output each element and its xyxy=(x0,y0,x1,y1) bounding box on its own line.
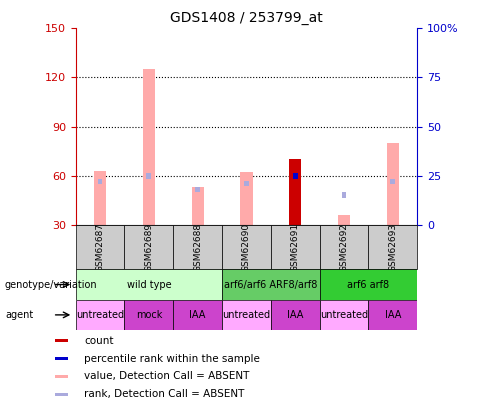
Title: GDS1408 / 253799_at: GDS1408 / 253799_at xyxy=(170,11,323,25)
Text: IAA: IAA xyxy=(287,310,304,320)
Bar xyxy=(76,225,124,269)
Bar xyxy=(76,269,222,300)
Bar xyxy=(98,179,102,184)
Text: untreated: untreated xyxy=(320,310,368,320)
Text: GSM62687: GSM62687 xyxy=(96,222,104,272)
Text: untreated: untreated xyxy=(223,310,270,320)
Bar xyxy=(368,300,417,330)
Bar xyxy=(55,357,68,360)
Bar xyxy=(222,225,271,269)
Bar xyxy=(368,225,417,269)
Text: untreated: untreated xyxy=(76,310,124,320)
Bar xyxy=(241,173,253,225)
Bar xyxy=(76,300,124,330)
Bar xyxy=(320,269,417,300)
Bar xyxy=(173,300,222,330)
Text: mock: mock xyxy=(136,310,162,320)
Text: genotype/variation: genotype/variation xyxy=(5,279,98,290)
Text: percentile rank within the sample: percentile rank within the sample xyxy=(84,354,260,364)
Bar xyxy=(244,181,249,186)
Bar xyxy=(55,339,68,343)
Text: count: count xyxy=(84,336,114,346)
Text: GSM62693: GSM62693 xyxy=(388,222,397,272)
Bar xyxy=(124,225,173,269)
Text: agent: agent xyxy=(5,310,33,320)
Bar xyxy=(173,225,222,269)
Bar xyxy=(195,187,200,192)
Bar xyxy=(222,269,320,300)
Bar xyxy=(143,69,155,225)
Text: arf6/arf6 ARF8/arf8: arf6/arf6 ARF8/arf8 xyxy=(224,279,318,290)
Text: GSM62688: GSM62688 xyxy=(193,222,202,272)
Bar xyxy=(222,300,271,330)
Bar xyxy=(94,171,106,225)
Text: GSM62692: GSM62692 xyxy=(340,223,348,271)
Bar xyxy=(289,159,302,225)
Bar xyxy=(320,225,368,269)
Text: GSM62690: GSM62690 xyxy=(242,222,251,272)
Text: GSM62691: GSM62691 xyxy=(291,222,300,272)
Text: wild type: wild type xyxy=(126,279,171,290)
Bar xyxy=(271,225,320,269)
Bar xyxy=(146,173,151,179)
Text: rank, Detection Call = ABSENT: rank, Detection Call = ABSENT xyxy=(84,389,244,399)
Bar xyxy=(342,192,346,198)
Bar xyxy=(271,300,320,330)
Bar xyxy=(55,392,68,396)
Bar xyxy=(387,143,399,225)
Text: GSM62689: GSM62689 xyxy=(144,222,153,272)
Text: arf6 arf8: arf6 arf8 xyxy=(347,279,389,290)
Text: value, Detection Call = ABSENT: value, Detection Call = ABSENT xyxy=(84,371,249,382)
Bar xyxy=(338,215,350,225)
Bar xyxy=(293,173,298,179)
Text: IAA: IAA xyxy=(189,310,206,320)
Bar xyxy=(390,179,395,184)
Bar xyxy=(192,187,204,225)
Bar xyxy=(55,375,68,378)
Bar xyxy=(320,300,368,330)
Text: IAA: IAA xyxy=(385,310,401,320)
Bar xyxy=(124,300,173,330)
